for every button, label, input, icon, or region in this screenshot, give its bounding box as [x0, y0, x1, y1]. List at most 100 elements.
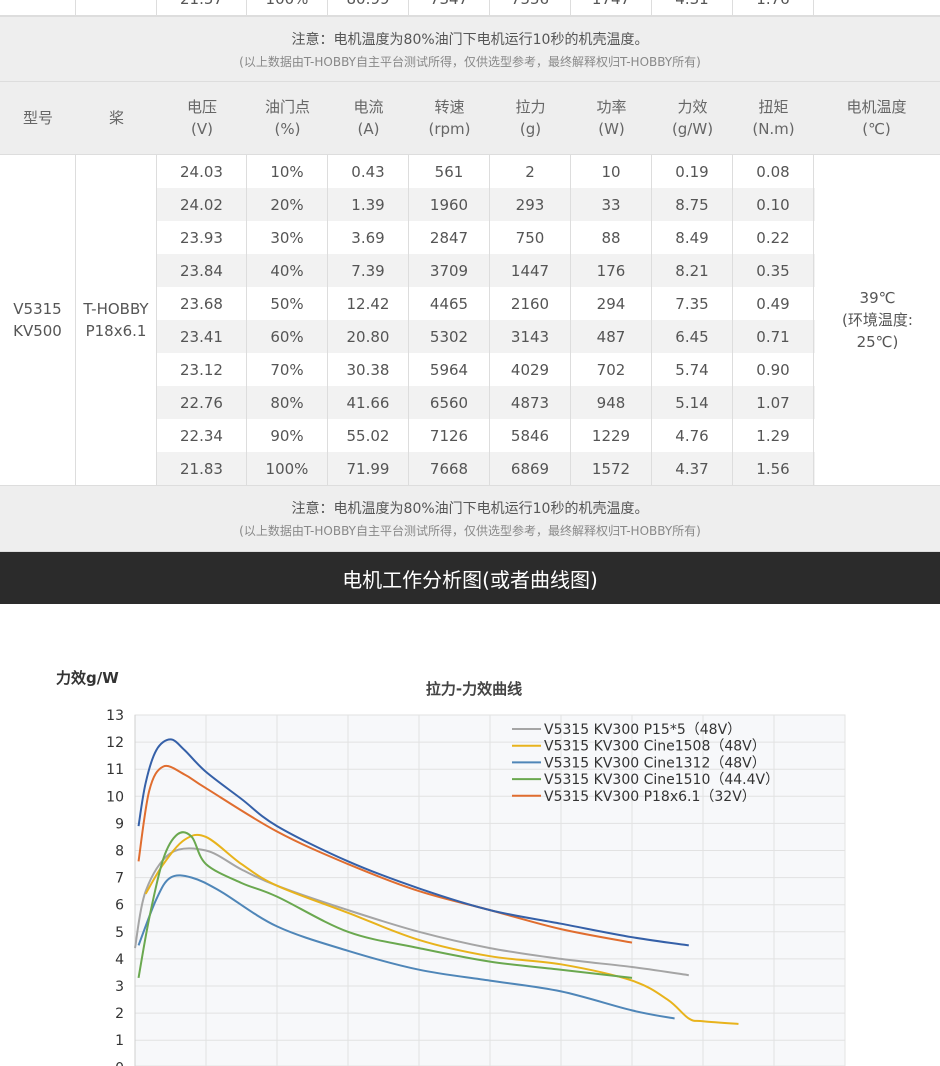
header-label: 电压	[186, 98, 217, 116]
y-tick-label: 2	[115, 1006, 124, 1022]
header-torque: 扭矩 (N.m)	[733, 82, 814, 154]
series-line-4	[137, 764, 633, 944]
y-tick-label: 13	[106, 708, 124, 724]
table-cell: 7668	[409, 452, 490, 485]
table-cell: 5.14	[652, 386, 733, 419]
header-label: 转速	[434, 98, 465, 116]
table-row: 24.02 20% 1.39 1960 293 33 8.75 0.10	[157, 188, 815, 221]
table-cell: 1572	[571, 452, 652, 485]
y-tick-label: 8	[115, 844, 124, 860]
table-row: 23.41 60% 20.80 5302 3143 487 6.45 0.71	[157, 320, 815, 353]
note-disclaimer: (以上数据由T-HOBBY自主平台测试所得，仅供选型参考，最终解释权归T-HOB…	[239, 55, 701, 69]
series-line-2	[137, 874, 675, 1020]
header-label: 电机温度	[846, 98, 907, 116]
y-tick-label: 12	[106, 735, 124, 751]
note-text: 注意：电机温度为80%油门下电机运行10秒的机壳温度。	[291, 32, 649, 48]
header-label: 扭矩	[758, 98, 789, 116]
y-tick-label: 7	[115, 871, 124, 887]
table-body: V5315 KV500 T-HOBBY P18x6.1 39℃ (环境温度: 25℃) …	[0, 155, 940, 485]
table-cell: 702	[571, 353, 652, 386]
header-unit: (g/W)	[671, 120, 714, 138]
header-label: 拉力	[515, 98, 546, 116]
table-cell: 0.22	[733, 221, 814, 254]
table-cell: 4.76	[652, 419, 733, 452]
header-label: 型号	[22, 109, 53, 127]
table-cell: 7126	[409, 419, 490, 452]
table-cell: 80%	[247, 386, 328, 419]
table-cell: 23.84	[157, 254, 247, 287]
table-cell: 1229	[571, 419, 652, 452]
y-tick-label: 5	[115, 925, 124, 941]
table-cell: 0.19	[652, 155, 733, 188]
table-cell: 1747	[571, 0, 652, 16]
table-row: 23.93 30% 3.69 2847 750 88 8.49 0.22	[157, 221, 815, 254]
legend-label: V5315 KV300 P15*5（48V）	[544, 722, 741, 738]
table-cell: 40%	[247, 254, 328, 287]
table-cell: 7.35	[652, 287, 733, 320]
model-line: KV500	[13, 322, 62, 340]
header-unit: (V)	[191, 120, 213, 138]
table-cell: 6560	[409, 386, 490, 419]
table-cell: 294	[571, 287, 652, 320]
series-line-1	[144, 833, 739, 1025]
table-cell: 1447	[490, 254, 571, 287]
table-cell: 100%	[247, 0, 328, 16]
table-row: 24.03 10% 0.43 561 2 10 0.19 0.08	[157, 155, 815, 188]
chart-title: 拉力-力效曲线	[426, 680, 522, 698]
table-row: 23.84 40% 7.39 3709 1447 176 8.21 0.35	[157, 254, 815, 287]
header-label: 电流	[353, 98, 384, 116]
table-cell: 80.99	[328, 0, 409, 16]
table-row: 23.68 50% 12.42 4465 2160 294 7.35 0.49	[157, 287, 815, 320]
legend-label: V5315 KV300 P18x6.1（32V）	[544, 789, 756, 805]
series-line-5	[137, 738, 689, 947]
table-cell: 90%	[247, 419, 328, 452]
model-line: V5315	[13, 300, 62, 318]
table-cell: 41.66	[328, 386, 409, 419]
y-tick-label: 1	[115, 1033, 124, 1049]
header-unit: (%)	[274, 120, 301, 138]
table-cell: 8.21	[652, 254, 733, 287]
table-cell: 30%	[247, 221, 328, 254]
y-tick-label: 4	[115, 952, 124, 968]
y-tick-label: 0	[115, 1060, 124, 1066]
header-voltage: 电压 (V)	[157, 82, 247, 154]
header-temperature: 电机温度 (℃)	[814, 82, 939, 154]
y-axis-label: 力效g/W	[56, 669, 119, 687]
table-header: 型号 桨 电压 (V) 油门点 (%) 电流 (A) 转速 (rpm) 拉力 (g) 功率…	[0, 82, 940, 155]
section-banner: 电机工作分析图(或者曲线图)	[0, 552, 940, 604]
table-cell: 8.49	[652, 221, 733, 254]
table-cell: 3143	[490, 320, 571, 353]
table-cell: 176	[571, 254, 652, 287]
table-cell: 50%	[247, 287, 328, 320]
table-row: 23.12 70% 30.38 5964 4029 702 5.74 0.90	[157, 353, 815, 386]
table-cell: 5964	[409, 353, 490, 386]
table-cell: 30.38	[328, 353, 409, 386]
table-cell: 20.80	[328, 320, 409, 353]
temperature-line: 25℃)	[856, 333, 899, 351]
header-label: 桨	[108, 109, 124, 127]
table-cell: 55.02	[328, 419, 409, 452]
table-cell: 23.68	[157, 287, 247, 320]
table-cell: 12.42	[328, 287, 409, 320]
table-cell: 4.31	[652, 0, 733, 16]
table-cell: 0.71	[733, 320, 814, 353]
header-unit: (g)	[519, 120, 542, 138]
table-cell: 0.43	[328, 155, 409, 188]
table-cell: 948	[571, 386, 652, 419]
legend-label: V5315 KV300 Cine1508（48V）	[544, 739, 766, 755]
header-label: 力效	[677, 98, 708, 116]
header-throttle: 油门点 (%)	[247, 82, 328, 154]
table-cell: 8.75	[652, 188, 733, 221]
note-bottom: 注意：电机温度为80%油门下电机运行10秒的机壳温度。 (以上数据由T-HOBB…	[0, 485, 940, 552]
table-cell: 0.10	[733, 188, 814, 221]
table-cell: 100%	[247, 452, 328, 485]
legend-label: V5315 KV300 Cine1312（48V）	[544, 755, 766, 771]
table-cell: 7556	[490, 0, 571, 16]
temperature-line: 39℃	[859, 289, 896, 307]
table-cell: 1.39	[328, 188, 409, 221]
header-prop: 桨	[76, 82, 157, 154]
header-label: 功率	[596, 98, 627, 116]
table-cell: 750	[490, 221, 571, 254]
table-cell: 561	[409, 155, 490, 188]
